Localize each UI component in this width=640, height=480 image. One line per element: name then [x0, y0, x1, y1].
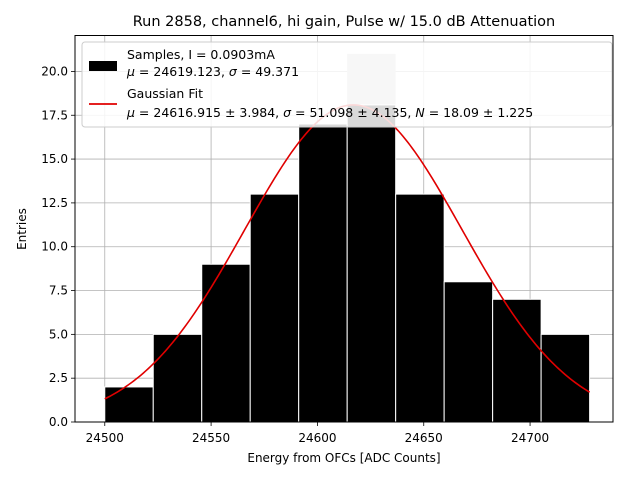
histogram-bar — [249, 193, 300, 423]
y-axis-label: Entries — [15, 208, 29, 250]
legend-fit-mu: μ — [126, 105, 135, 120]
y-tick-label: 15.0 — [41, 152, 68, 166]
legend-samples-sigma: σ — [229, 64, 238, 79]
legend-fit-n: N — [415, 105, 425, 120]
x-tick-label: 24650 — [405, 431, 443, 445]
y-tick-label: 20.0 — [41, 64, 68, 78]
legend: Samples, I = 0.0903mA μ = 24619.123, σ =… — [81, 41, 613, 128]
legend-fit-sigma: σ — [283, 105, 292, 120]
histogram-bar — [443, 281, 494, 423]
y-tick-label: 5.0 — [49, 327, 68, 341]
x-tick-label: 24550 — [192, 431, 230, 445]
histogram-bar — [201, 263, 251, 423]
histogram-bar — [346, 104, 397, 423]
legend-samples-eq2: = 49.371 — [237, 64, 299, 79]
x-tick-label: 24700 — [511, 431, 549, 445]
x-axis-label: Energy from OFCs [ADC Counts] — [247, 451, 440, 465]
chart-title: Run 2858, channel6, hi gain, Pulse w/ 15… — [133, 14, 556, 30]
histogram-bar — [152, 333, 203, 423]
plot-frame — [74, 35, 614, 423]
y-axis-ticks: 0.0 2.5 5.0 7.5 10.0 12.5 15.0 17.5 20.0 — [41, 64, 75, 429]
x-tick-label: 24600 — [298, 431, 336, 445]
legend-fit-eq1: = 24616.915 ± 3.984, — [135, 105, 283, 120]
histogram-bar — [395, 193, 445, 423]
legend-samples-line2: μ = 24619.123, σ = 49.371 — [126, 64, 299, 79]
histogram-bar — [540, 333, 591, 423]
legend-samples-mu: μ — [126, 64, 135, 79]
legend-fit-line1: Gaussian Fit — [127, 86, 203, 101]
x-tick-label: 24500 — [86, 431, 124, 445]
legend-samples-eq1: = 24619.123, — [135, 64, 229, 79]
y-tick-label: 10.0 — [41, 240, 68, 254]
legend-fit-line2: μ = 24616.915 ± 3.984, σ = 51.098 ± 4.13… — [126, 105, 533, 120]
legend-samples-line1: Samples, I = 0.0903mA — [127, 47, 275, 62]
histogram-bar — [298, 123, 348, 423]
y-tick-label: 2.5 — [49, 371, 68, 385]
histogram-bar — [104, 386, 154, 423]
y-tick-label: 17.5 — [41, 108, 68, 122]
y-tick-label: 12.5 — [41, 196, 68, 210]
histogram-bar — [492, 298, 542, 423]
legend-box — [81, 41, 613, 128]
y-tick-label: 0.0 — [49, 415, 68, 429]
x-axis-ticks: 24500 24550 24600 24650 24700 — [86, 422, 549, 445]
y-tick-label: 7.5 — [49, 284, 68, 298]
legend-samples-swatch — [89, 61, 117, 71]
legend-fit-eq3: = 18.09 ± 1.225 — [425, 105, 533, 120]
legend-fit-eq2: = 51.098 ± 4.135, — [291, 105, 415, 120]
